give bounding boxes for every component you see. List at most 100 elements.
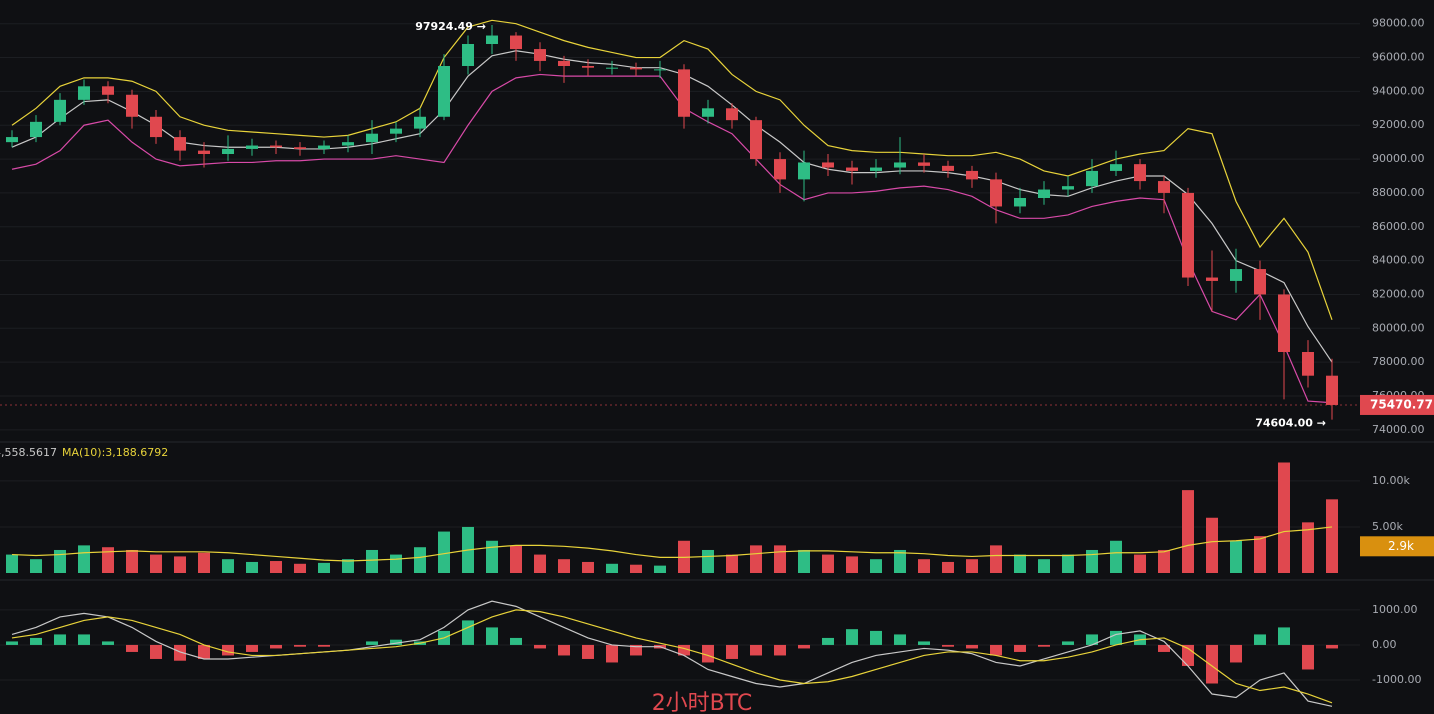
candle-body	[1230, 269, 1242, 281]
macd-bar	[1038, 644, 1050, 647]
candle-body	[1110, 164, 1122, 171]
low-annotation: 74604.00 →	[1255, 417, 1326, 430]
volume-bar	[102, 547, 114, 573]
candle-body	[534, 49, 546, 61]
volume-bar	[78, 545, 90, 573]
candle-body	[990, 179, 1002, 207]
candle-body	[1206, 277, 1218, 281]
macd-bar	[486, 627, 498, 645]
volume-bar	[894, 549, 906, 573]
y-tick-label: 74000.00	[1372, 423, 1425, 436]
volume-bar	[918, 559, 930, 573]
y-tick-label: 98000.00	[1372, 17, 1425, 30]
volume-bar	[438, 531, 450, 573]
candle-body	[438, 66, 450, 117]
watermark: 2小时BTC	[652, 691, 753, 714]
volume-bar	[822, 554, 834, 573]
volume-bar	[942, 561, 954, 573]
boll-lower	[11, 73, 1333, 404]
macd-bar	[582, 644, 594, 659]
macd-bar	[390, 639, 402, 645]
macd-bar	[726, 644, 738, 659]
macd-bar	[558, 644, 570, 656]
candle-body	[54, 99, 66, 122]
macd-bar	[1302, 644, 1314, 670]
candle-body	[942, 165, 954, 171]
candle-body	[1302, 352, 1314, 376]
candle-body	[582, 66, 594, 68]
y-tick-label: 5.00k	[1372, 520, 1403, 533]
y-tick-label: 80000.00	[1372, 321, 1425, 334]
boll-upper	[11, 19, 1333, 321]
volume-bar	[510, 545, 522, 573]
y-tick-label: 10.00k	[1372, 474, 1410, 487]
y-tick-label: 78000.00	[1372, 355, 1425, 368]
candle-body	[390, 128, 402, 134]
volume-ma10	[11, 526, 1333, 562]
macd-bar	[966, 644, 978, 649]
volume-bar	[6, 554, 18, 573]
candle-body	[702, 108, 714, 117]
volume-bar	[342, 559, 354, 573]
candle-body	[246, 145, 258, 149]
volume-bar	[966, 559, 978, 573]
macd-bar	[222, 644, 234, 656]
y-tick-label: 88000.00	[1372, 186, 1425, 199]
macd-bar	[702, 644, 714, 663]
candle-body	[462, 44, 474, 66]
volume-bar	[558, 559, 570, 573]
volume-bar	[150, 554, 162, 573]
macd-bar	[126, 644, 138, 652]
volume-bar	[1278, 462, 1290, 573]
volume-bar	[870, 559, 882, 573]
volume-bar	[534, 554, 546, 573]
candle-body	[1062, 186, 1074, 190]
volume-bar	[270, 561, 282, 573]
last-volume-box	[1360, 536, 1434, 557]
macd-bar	[30, 637, 42, 645]
candle-body	[918, 162, 930, 166]
candle-body	[198, 150, 210, 154]
macd-bar	[1278, 627, 1290, 645]
volume-bar	[582, 561, 594, 573]
volume-bar	[198, 552, 210, 573]
volume-bar	[1158, 549, 1170, 573]
volume-bar	[726, 554, 738, 573]
macd-bar	[102, 641, 114, 645]
volume-bar	[630, 564, 642, 573]
macd-bar	[534, 644, 546, 649]
macd-bar	[918, 641, 930, 645]
volume-bar	[702, 549, 714, 573]
macd-bar	[846, 629, 858, 645]
macd-bar	[870, 630, 882, 645]
volume-bar	[846, 556, 858, 573]
macd-bar	[606, 644, 618, 663]
last-price-label: 75470.77	[1370, 397, 1433, 411]
candle-body	[414, 116, 426, 129]
candle-body	[510, 35, 522, 50]
macd-bar	[1014, 644, 1026, 652]
macd-dea	[11, 609, 1333, 704]
volume-bar	[798, 549, 810, 573]
candle-body	[726, 108, 738, 121]
macd-bar	[318, 644, 330, 647]
macd-bar	[246, 644, 258, 652]
volume-bar	[654, 565, 666, 573]
macd-bar	[1254, 634, 1266, 645]
candle-body	[1134, 164, 1146, 182]
candle-body	[774, 159, 786, 180]
candle-body	[150, 116, 162, 138]
volume-bar	[390, 554, 402, 573]
y-tick-label: 86000.00	[1372, 220, 1425, 233]
y-tick-label: 96000.00	[1372, 51, 1425, 64]
candle-body	[630, 67, 642, 70]
candle-body	[270, 145, 282, 148]
candle-body	[966, 170, 978, 180]
volume-bar	[222, 559, 234, 573]
candle-body	[678, 69, 690, 117]
macd-bar	[366, 641, 378, 645]
candle-body	[750, 120, 762, 160]
volume-bar	[774, 545, 786, 573]
candle-body	[342, 142, 354, 146]
